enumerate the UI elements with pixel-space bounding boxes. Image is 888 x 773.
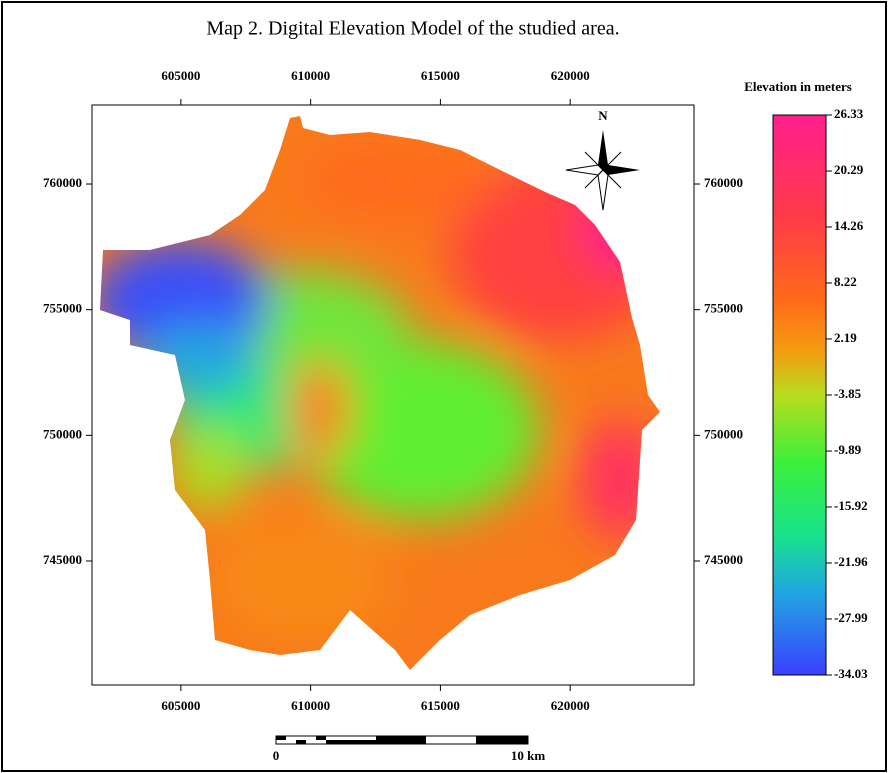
legend-label: -27.99	[834, 610, 868, 625]
x-tick-label: 605000	[161, 68, 200, 83]
map-title: Map 2. Digital Elevation Model of the st…	[206, 18, 619, 40]
page: {"map": { "title": "Map 2. Digital Eleva…	[0, 0, 888, 773]
legend-label: -21.96	[834, 554, 868, 569]
legend-label: 20.29	[834, 162, 864, 177]
x-tick-label: 620000	[551, 68, 590, 83]
map-figure: Map 2. Digital Elevation Model of the st…	[0, 0, 888, 773]
y-tick-label: 750000	[43, 426, 82, 441]
legend-title: Elevation in meters	[744, 79, 852, 94]
y-tick-label: 760000	[43, 175, 82, 190]
legend-label: -3.85	[834, 386, 862, 401]
legend-label: 26.33	[834, 106, 864, 121]
legend-label: -34.03	[834, 666, 868, 681]
x-tick-label: 620000	[551, 698, 590, 713]
x-tick-label: 615000	[421, 68, 460, 83]
x-tick-label: 605000	[161, 698, 200, 713]
y-tick-label: 745000	[704, 552, 743, 567]
y-tick-label: 755000	[704, 301, 743, 316]
y-tick-label: 755000	[43, 301, 82, 316]
legend-label: 2.19	[834, 330, 857, 345]
x-tick-label: 610000	[291, 68, 330, 83]
color-bar	[773, 115, 826, 675]
scale-end: 10 km	[511, 748, 545, 763]
y-tick-label: 760000	[704, 175, 743, 190]
legend-label: 8.22	[834, 274, 857, 289]
scale-start: 0	[273, 748, 280, 763]
legend-label: -9.89	[834, 442, 862, 457]
north-label: N	[598, 108, 608, 123]
x-tick-label: 610000	[291, 698, 330, 713]
x-tick-label: 615000	[421, 698, 460, 713]
y-tick-label: 750000	[704, 426, 743, 441]
legend-label: -15.92	[834, 498, 868, 513]
y-tick-label: 745000	[43, 552, 82, 567]
legend-label: 14.26	[834, 218, 864, 233]
